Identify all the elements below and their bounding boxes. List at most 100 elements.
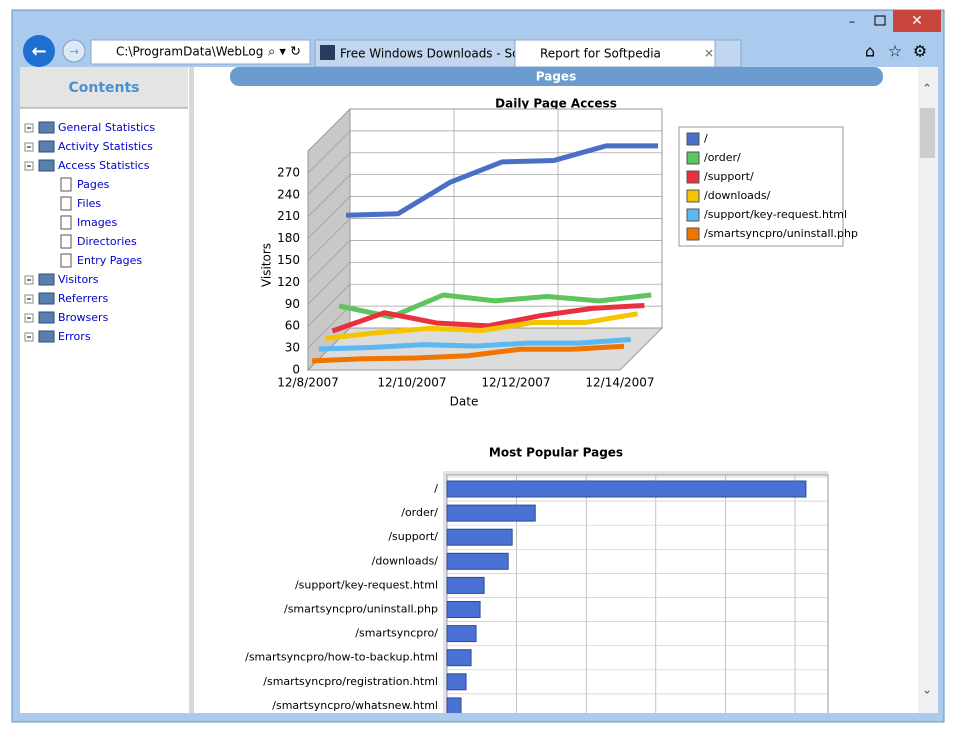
y-tick-label: /smartsyncpro/ — [355, 627, 438, 640]
scroll-down[interactable]: ⌄ — [922, 683, 932, 697]
scroll-thumb[interactable] — [920, 108, 935, 158]
y-tick-label: / — [434, 482, 438, 495]
book-icon — [38, 273, 55, 286]
minimize-button[interactable]: – — [849, 15, 855, 29]
chart-title: Daily Page Access — [495, 97, 617, 111]
back-icon: ← — [31, 41, 46, 62]
sidebar-title: Contents — [68, 80, 139, 96]
toolbar-icons[interactable]: ⚙ — [913, 42, 927, 61]
tab-active[interactable] — [514, 39, 716, 68]
sidebar-item[interactable]: Access Statistics — [58, 159, 150, 172]
legend-label: / — [704, 132, 708, 145]
y-axis-label: Visitors — [260, 243, 274, 287]
line-series — [318, 336, 631, 352]
sidebar: General Statistics Activity Statistics Acc… — [24, 121, 155, 343]
bar — [446, 552, 509, 570]
maximize-button[interactable] — [874, 15, 886, 26]
content: Pages Daily Page Access 0 30 60 90 120 150 180 2… — [230, 67, 883, 713]
page-icon — [60, 234, 72, 249]
y-tick-label: /smartsyncpro/registration.html — [263, 675, 438, 688]
legend-swatch — [686, 132, 700, 146]
close-icon: ✕ — [911, 13, 923, 29]
legend-label: /support/key-request.html — [704, 208, 847, 221]
scrollbar[interactable] — [918, 67, 938, 713]
bar — [446, 528, 513, 546]
tab-close[interactable]: ✕ — [704, 47, 714, 61]
splitter — [189, 67, 194, 713]
y-tick-label: /support/key-request.html — [295, 578, 438, 591]
line-series — [311, 343, 625, 364]
sidebar-item[interactable]: General Statistics — [58, 121, 155, 134]
y-tick-label: 30 — [285, 341, 300, 355]
legend-label: /downloads/ — [704, 189, 771, 202]
page-icon — [60, 215, 72, 230]
tab-title: Free Windows Downloads - So... — [340, 47, 531, 61]
sidebar-item[interactable]: Entry Pages — [77, 254, 142, 267]
y-tick-label: 60 — [285, 319, 300, 333]
legend-swatch — [686, 151, 700, 165]
y-tick-label: /smartsyncpro/whatsnew.html — [272, 699, 438, 712]
y-tick-label: 270 — [277, 165, 300, 179]
bar — [446, 576, 485, 594]
legend-swatch — [686, 227, 700, 241]
y-tick-label: /smartsyncpro/uninstall.php — [284, 603, 438, 616]
y-tick-label: 120 — [277, 275, 300, 289]
toolbar-icons[interactable]: ⌂ — [865, 42, 875, 61]
legend-swatch — [686, 189, 700, 203]
legend-swatch — [686, 208, 700, 222]
chart-title: Most Popular Pages — [489, 446, 623, 460]
forward-button[interactable] — [62, 39, 86, 63]
sidebar-item[interactable]: Referrers — [58, 292, 108, 305]
bar — [446, 649, 472, 667]
sidebar-item[interactable]: Images — [77, 216, 117, 229]
sidebar-item[interactable]: Errors — [58, 330, 91, 343]
sidebar-item[interactable]: Activity Statistics — [58, 140, 153, 153]
legend-label: /support/ — [704, 170, 754, 183]
line-series — [325, 311, 639, 342]
y-tick-label: 240 — [277, 187, 300, 201]
close-button[interactable] — [893, 10, 941, 32]
y-tick-label: /support/ — [388, 530, 438, 543]
sidebar-item[interactable]: Visitors — [58, 273, 99, 286]
page-icon — [60, 196, 72, 211]
new-tab[interactable] — [714, 39, 742, 68]
sidebar-item[interactable]: Directories — [77, 235, 137, 248]
y-tick-label: 180 — [277, 231, 300, 245]
legend — [678, 126, 844, 247]
bar — [446, 673, 467, 691]
search-icon[interactable]: ⌕ ▾ ↻ — [268, 45, 301, 60]
y-tick-label: 210 — [277, 209, 300, 223]
sidebar-item[interactable]: Pages — [77, 178, 110, 191]
page-heading: Pages — [536, 70, 576, 84]
x-tick-label: 12/12/2007 — [481, 376, 550, 390]
sidebar-header — [20, 67, 188, 108]
y-tick-label: 90 — [285, 297, 300, 311]
x-tick-label: 12/10/2007 — [377, 376, 446, 390]
address-bar[interactable] — [90, 39, 311, 65]
line-series — [345, 143, 658, 218]
y-tick-label: /downloads/ — [372, 554, 439, 567]
bar — [446, 601, 481, 618]
back-button[interactable] — [23, 35, 55, 67]
tab-title: Report for Softpedia — [540, 47, 661, 61]
sidebar-item[interactable]: Browsers — [58, 311, 109, 324]
scroll-up[interactable]: ⌃ — [922, 82, 932, 96]
bar — [446, 480, 807, 498]
bar — [446, 625, 477, 643]
book-icon — [38, 292, 55, 305]
book-icon — [38, 330, 55, 343]
legend-label: /smartsyncpro/uninstall.php — [704, 227, 858, 240]
book-icon — [38, 159, 55, 172]
book-icon — [38, 121, 55, 134]
sidebar-item[interactable]: Files — [77, 197, 101, 210]
legend-label: /order/ — [704, 151, 741, 164]
book-icon — [38, 140, 55, 153]
line-series — [331, 302, 645, 334]
bar — [446, 697, 462, 713]
x-tick-label: 12/8/2007 — [277, 376, 339, 390]
x-axis-label: Date — [450, 395, 479, 409]
toolbar-icons[interactable]: ☆ — [888, 42, 902, 61]
y-tick-label: /smartsyncpro/how-to-backup.html — [245, 651, 438, 664]
page-icon — [60, 177, 72, 192]
